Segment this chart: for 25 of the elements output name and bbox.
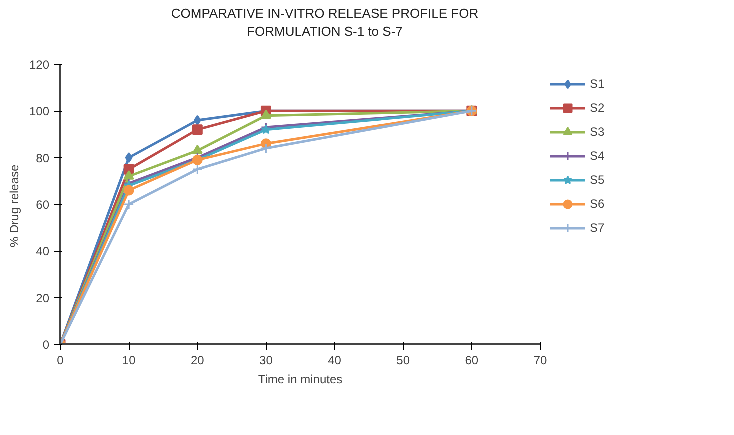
- y-tick-label: 40: [36, 244, 50, 259]
- x-tick-label: 10: [122, 354, 136, 368]
- x-tick-label: 30: [260, 354, 274, 368]
- legend-label: S7: [590, 221, 606, 235]
- legend-label: S3: [590, 125, 606, 139]
- y-tick-label: 60: [36, 198, 50, 212]
- x-tick-label: 70: [534, 354, 548, 368]
- y-tick-label: 20: [36, 291, 50, 306]
- x-axis-title: Time in minutes: [258, 372, 343, 386]
- y-tick-label: 80: [36, 151, 50, 166]
- legend-label: S1: [590, 77, 606, 91]
- y-tick-label: 0: [42, 338, 50, 352]
- chart-title: COMPARATIVE IN-VITRO RELEASE PROFILE FOR FORMULATION S-1 to S-7: [171, 5, 479, 41]
- legend-label: S4: [590, 149, 606, 163]
- x-tick-label: 40: [328, 354, 342, 368]
- legend-label: S6: [590, 197, 606, 211]
- x-tick-label: 60: [465, 354, 479, 368]
- x-tick-label: 50: [396, 354, 410, 368]
- y-tick-label: 100: [29, 104, 50, 119]
- legend-label: S2: [590, 101, 606, 115]
- y-axis-title: % Drug release: [7, 164, 22, 248]
- y-tick-label: 120: [29, 58, 50, 72]
- x-tick-label: 0: [57, 354, 64, 368]
- legend-label: S5: [590, 173, 606, 187]
- x-tick-label: 20: [190, 354, 205, 368]
